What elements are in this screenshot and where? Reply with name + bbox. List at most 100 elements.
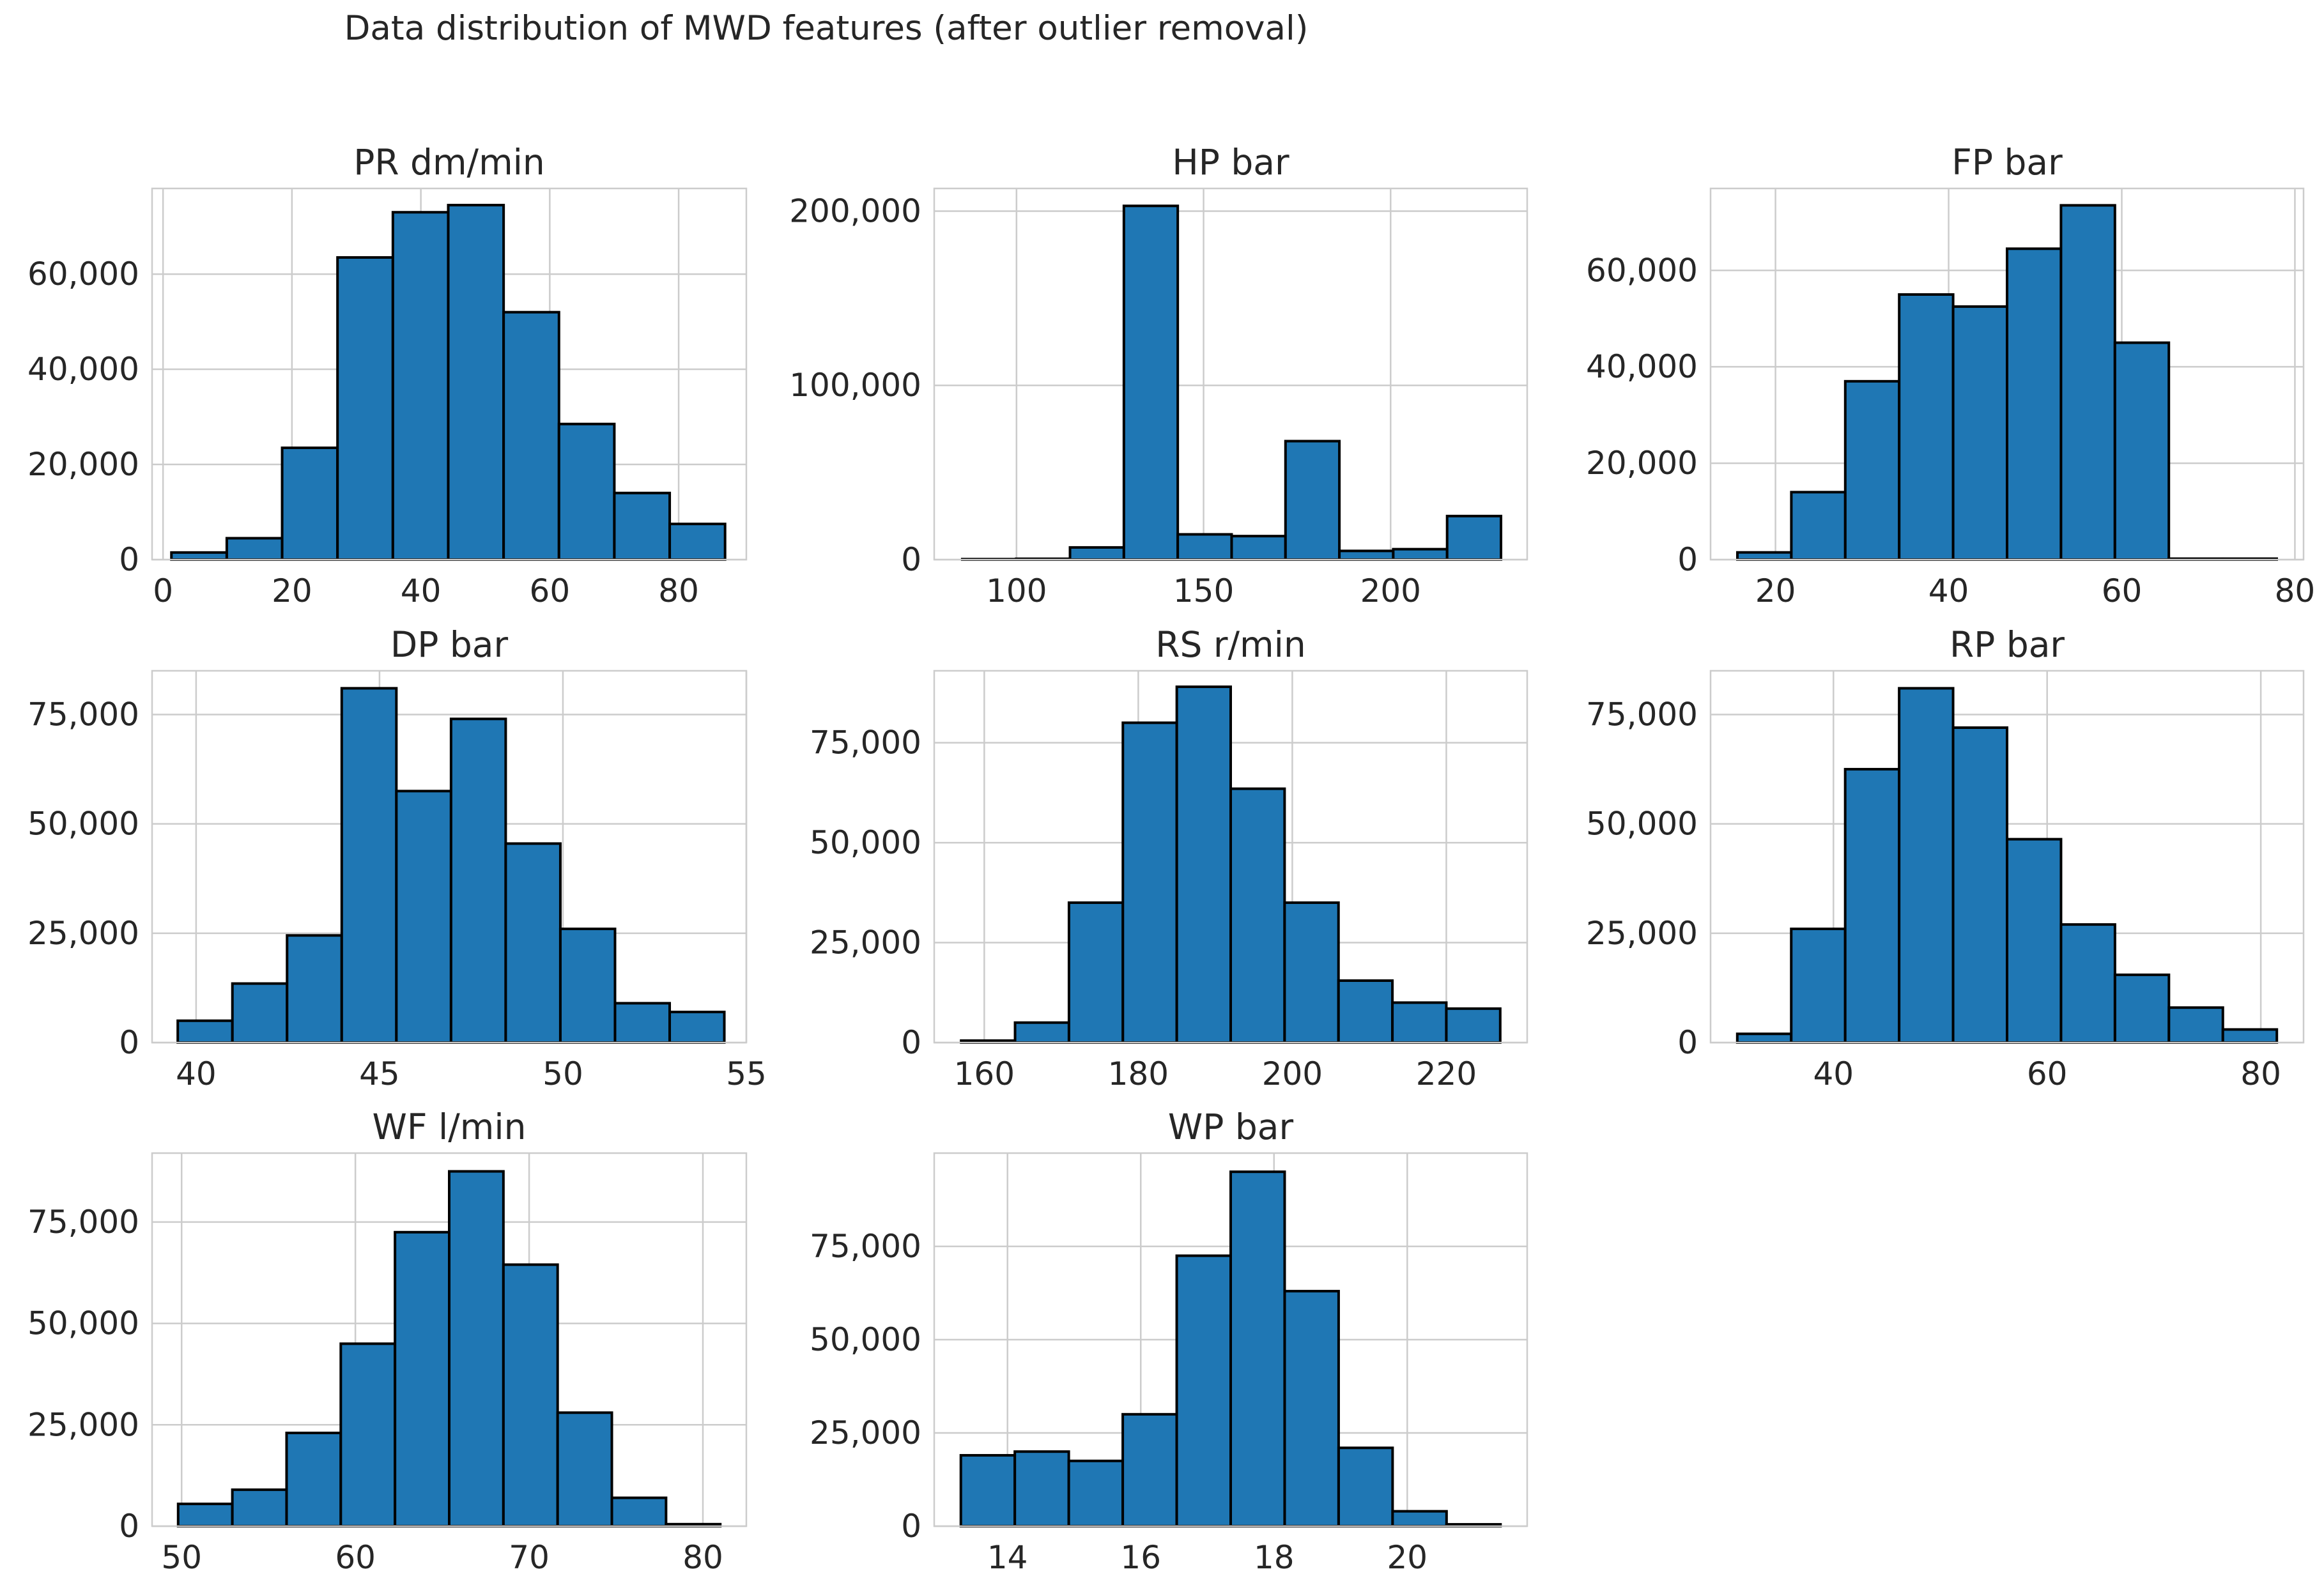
histogram-bar	[1951, 305, 2008, 561]
x-tick-label: 160	[954, 1055, 1015, 1092]
histogram-bar	[1790, 927, 1847, 1044]
histogram-bar	[1230, 535, 1287, 562]
histogram-bar	[558, 927, 617, 1044]
histogram-bar	[336, 256, 394, 561]
x-tick-label: 60	[2027, 1055, 2068, 1092]
y-tick-label: 0	[119, 541, 139, 578]
histogram-bar	[225, 537, 284, 562]
y-tick-label: 25,000	[27, 1406, 139, 1443]
axes-frame	[933, 670, 1528, 1044]
histogram-bar	[231, 982, 289, 1044]
x-tick-label: 20	[1755, 572, 1796, 609]
histogram-bar	[502, 1263, 559, 1527]
histogram-bar	[1013, 1450, 1070, 1527]
histogram-bar	[613, 491, 672, 562]
histogram-panel: PR dm/min 0 20 40 60 80 0 20,000 40,000 60,000	[27, 142, 748, 609]
axes-frame	[1709, 187, 2305, 561]
histogram-bar	[1337, 979, 1394, 1044]
y-tick-label: 60,000	[27, 256, 139, 293]
y-tick-label: 50,000	[1586, 806, 1698, 843]
histogram-bar	[2221, 1028, 2279, 1045]
y-tick-label: 0	[901, 541, 921, 578]
y-tick-label: 100,000	[789, 367, 921, 404]
x-tick-label: 70	[509, 1539, 550, 1576]
x-tick-label: 40	[1928, 572, 1969, 609]
histogram-bar	[1176, 533, 1233, 562]
y-tick-label: 75,000	[810, 724, 921, 762]
x-tick-label: 55	[726, 1055, 767, 1092]
histogram-bar	[1735, 1032, 1793, 1045]
histogram-panel: HP bar 100 150 200 0 100,000 200,000	[789, 142, 1528, 609]
histogram-bar	[1898, 687, 1955, 1044]
histogram-bar	[2059, 204, 2116, 561]
x-tick-label: 200	[1360, 572, 1421, 609]
histogram-bar	[395, 790, 452, 1044]
histogram-bar	[1283, 901, 1340, 1045]
histogram-bar	[286, 934, 343, 1045]
y-tick-label: 0	[119, 1024, 139, 1061]
panel-title: HP bar	[1172, 142, 1289, 183]
histogram-bar	[2113, 341, 2171, 561]
axes-frame	[933, 1152, 1528, 1527]
histogram-bar	[1337, 1446, 1394, 1528]
histogram-bar	[2059, 923, 2116, 1044]
histogram-bar	[391, 211, 450, 561]
x-tick-label: 180	[1108, 1055, 1169, 1092]
histogram-panel: FP bar 20 40 60 80 0 20,000 40,000 60,000	[1586, 142, 2315, 609]
histogram-bar	[1338, 549, 1395, 562]
x-tick-label: 60	[2102, 572, 2143, 609]
figure-title: Data distribution of MWD features (after…	[344, 9, 1309, 48]
histogram-panel: RP bar 40 60 80 0 25,000 50,000 75,000	[1586, 624, 2305, 1092]
histogram-bar	[959, 1454, 1017, 1528]
histogram-bar	[1951, 726, 2008, 1044]
histogram-bar	[1391, 1001, 1448, 1044]
y-tick-label: 0	[901, 1508, 921, 1545]
panel-title: WF l/min	[372, 1106, 526, 1147]
histogram-bar	[1068, 546, 1125, 562]
panel-title: RS r/min	[1155, 624, 1305, 665]
histogram-bar	[610, 1496, 668, 1527]
histogram-bar	[668, 1011, 726, 1044]
histogram-panel: DP bar 40 45 50 55 0 25,000 50,000 75,000	[27, 624, 767, 1092]
axes-frame	[151, 187, 748, 561]
y-tick-label: 25,000	[810, 1414, 921, 1451]
histogram-bar	[2006, 247, 2063, 561]
histogram-bar	[176, 1019, 234, 1044]
x-tick-label: 50	[161, 1539, 202, 1576]
histogram-bar	[281, 446, 339, 562]
panel-title: RP bar	[1950, 624, 2065, 665]
x-tick-label: 40	[176, 1055, 217, 1092]
histogram-panel: RS r/min 160 180 200 220 0 25,000 50,000 75,000	[810, 624, 1528, 1092]
x-tick-label: 20	[1387, 1539, 1428, 1576]
y-tick-label: 75,000	[27, 696, 139, 733]
histogram-bar	[668, 523, 727, 562]
x-tick-label: 60	[335, 1539, 376, 1576]
histogram-bar	[1283, 1290, 1340, 1527]
x-tick-label: 14	[987, 1539, 1028, 1576]
y-tick-label: 0	[119, 1508, 139, 1545]
x-tick-label: 200	[1262, 1055, 1323, 1092]
panel-title: FP bar	[1951, 142, 2063, 183]
histogram-bar	[1229, 1170, 1286, 1527]
y-tick-label: 50,000	[810, 824, 921, 861]
histogram-bar	[394, 1230, 450, 1527]
histogram-bar	[1121, 721, 1178, 1045]
histogram-panel: WP bar 14 16 18 20 0 25,000 50,000 75,000	[810, 1106, 1528, 1576]
histogram-bar	[504, 842, 562, 1045]
histogram-bar	[1898, 293, 1955, 561]
x-tick-label: 80	[2275, 572, 2316, 609]
histogram-bar	[1735, 551, 1793, 562]
x-tick-label: 40	[401, 572, 442, 609]
x-tick-label: 80	[658, 572, 699, 609]
axes-frame	[151, 1152, 748, 1527]
histogram-bar	[1122, 204, 1180, 562]
y-tick-label: 0	[1677, 541, 1698, 578]
x-tick-label: 0	[153, 572, 173, 609]
y-tick-label: 25,000	[810, 924, 921, 961]
histogram-bar	[502, 310, 560, 561]
x-tick-label: 20	[272, 572, 312, 609]
histogram-bar	[1067, 1459, 1125, 1528]
x-tick-label: 16	[1120, 1539, 1161, 1576]
histogram-bar	[448, 1170, 505, 1527]
